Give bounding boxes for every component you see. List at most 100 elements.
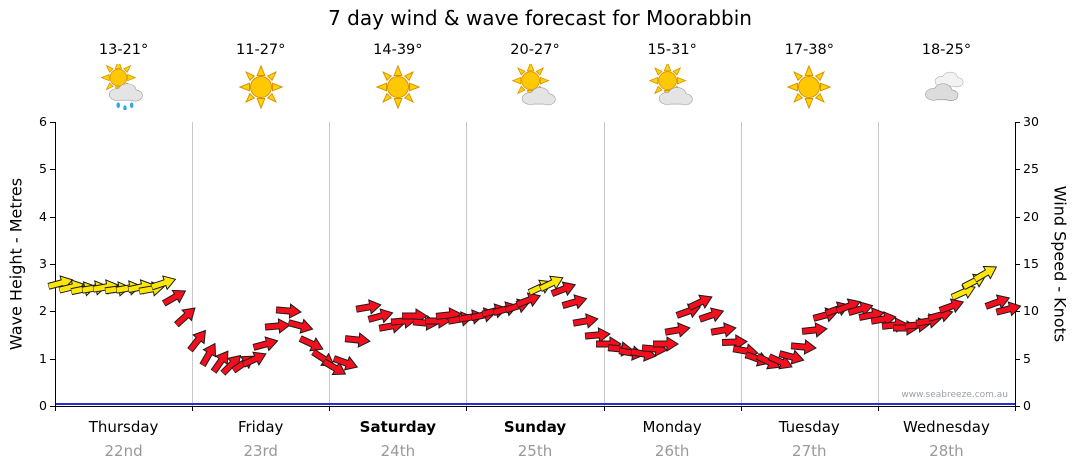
- day-separator-line: [740, 122, 742, 406]
- sunny-icon: [375, 64, 421, 110]
- wind-axis-tick: [1015, 358, 1020, 360]
- wind-arrow: [948, 280, 978, 305]
- wind-arrow: [971, 260, 1002, 287]
- wind-arrow: [549, 276, 579, 300]
- wave-axis-line: [55, 122, 56, 406]
- wave-axis-tick-label: 2: [39, 303, 47, 319]
- wave-axis-tick: [50, 406, 55, 407]
- day-temp-range: 11-27°: [236, 42, 286, 58]
- wind-arrow: [686, 289, 716, 314]
- wind-arrow: [207, 345, 235, 375]
- wind-arrow: [537, 270, 567, 296]
- wind-arrow: [846, 298, 875, 321]
- wind-axis-title: Wind Speed - Knots: [1050, 185, 1070, 343]
- wind-arrow: [355, 296, 383, 316]
- day-temp-range: 14-39°: [373, 42, 423, 58]
- wind-arrow: [514, 288, 544, 312]
- day-separator-line: [192, 122, 194, 406]
- wind-arrow: [196, 339, 223, 370]
- wind-arrow: [264, 316, 291, 334]
- day-temp-range: 18-25°: [921, 42, 972, 58]
- x-axis-tick: [55, 406, 56, 411]
- wind-axis-tick-label: 0: [1023, 398, 1031, 413]
- day-date: 27th: [792, 442, 827, 460]
- wave-axis-tick-label: 5: [39, 161, 47, 177]
- day-label: Saturday: [359, 418, 437, 436]
- wind-axis-tick: [1015, 122, 1020, 123]
- sunny-icon: [786, 64, 832, 110]
- wind-arrow: [160, 284, 191, 311]
- day-separator-line: [877, 122, 879, 406]
- wind-axis-tick-label: 20: [1023, 208, 1039, 224]
- day-label: Wednesday: [903, 418, 990, 436]
- wind-arrow: [286, 314, 315, 336]
- wind-arrow: [778, 346, 807, 368]
- wind-arrow: [801, 321, 829, 340]
- day-date: 28th: [929, 442, 964, 460]
- wind-arrow: [983, 290, 1013, 314]
- wave-height-line: [56, 403, 1015, 405]
- wind-arrow: [937, 294, 967, 318]
- page-title: 7 day wind & wave forecast for Moorabbin: [328, 6, 752, 30]
- x-axis-line: [55, 406, 1016, 407]
- wave-axis-tick: [50, 311, 55, 313]
- wind-arrow: [709, 320, 737, 340]
- wave-axis-tick-label: 1: [39, 350, 47, 366]
- day-temp-range: 13-21°: [98, 42, 149, 58]
- wind-arrow: [584, 326, 611, 344]
- wave-axis-tick: [50, 122, 55, 123]
- wave-axis-tick-label: 3: [39, 256, 47, 271]
- x-axis-tick: [740, 406, 742, 411]
- wind-arrow: [572, 311, 600, 331]
- watermark: www.seabreeze.com.au: [901, 390, 1008, 400]
- wind-arrow: [995, 299, 1024, 321]
- wind-arrow: [344, 330, 372, 349]
- x-axis-tick: [329, 406, 331, 411]
- day-separator-line: [466, 122, 468, 406]
- wind-arrow: [766, 350, 796, 375]
- x-axis-tick: [466, 406, 468, 411]
- wave-axis-tick: [50, 169, 55, 171]
- wind-axis-tick: [1015, 169, 1020, 171]
- wind-axis-tick-label: 15: [1023, 256, 1039, 271]
- wind-axis-tick-label: 30: [1023, 114, 1039, 129]
- sun-showers-icon: [100, 59, 147, 111]
- day-temp-range: 15-31°: [647, 42, 697, 58]
- wind-arrow: [331, 351, 361, 375]
- wind-arrow: [171, 301, 201, 330]
- wind-axis-tick-label: 25: [1023, 161, 1039, 177]
- day-temp-range: 17-38°: [784, 42, 834, 58]
- wind-axis-tick: [1015, 264, 1020, 265]
- day-label: Thursday: [88, 418, 159, 436]
- wind-arrow: [652, 335, 680, 352]
- wind-axis-tick: [1015, 406, 1020, 407]
- wind-arrow: [240, 346, 270, 371]
- wave-axis-tick-label: 6: [39, 114, 47, 129]
- wave-axis-tick: [50, 358, 55, 360]
- day-label: Tuesday: [778, 418, 840, 436]
- sunny-icon: [238, 64, 284, 110]
- day-date: 23rd: [243, 442, 278, 460]
- wind-arrow: [149, 271, 179, 294]
- day-separator-line: [603, 122, 605, 406]
- wind-arrow: [184, 325, 213, 355]
- wave-axis-tick-label: 0: [39, 398, 47, 413]
- day-separator-line: [329, 122, 331, 406]
- partly-cloudy-icon: [648, 61, 695, 110]
- x-axis-tick: [877, 406, 879, 411]
- cloudy-icon: [923, 64, 969, 110]
- wind-arrow: [697, 303, 727, 327]
- partly-cloudy-icon: [511, 61, 558, 110]
- wind-arrow: [560, 291, 589, 314]
- wind-axis-tick: [1015, 311, 1020, 313]
- wind-axis-tick-label: 5: [1023, 350, 1031, 366]
- wave-axis-tick: [50, 264, 55, 265]
- wind-axis-tick: [1015, 216, 1020, 218]
- x-axis-tick: [1015, 406, 1016, 411]
- x-axis-tick: [192, 406, 194, 411]
- day-date: 25th: [517, 442, 553, 460]
- day-date: 26th: [654, 442, 690, 460]
- wind-arrow: [721, 333, 749, 350]
- wind-arrow: [366, 305, 395, 327]
